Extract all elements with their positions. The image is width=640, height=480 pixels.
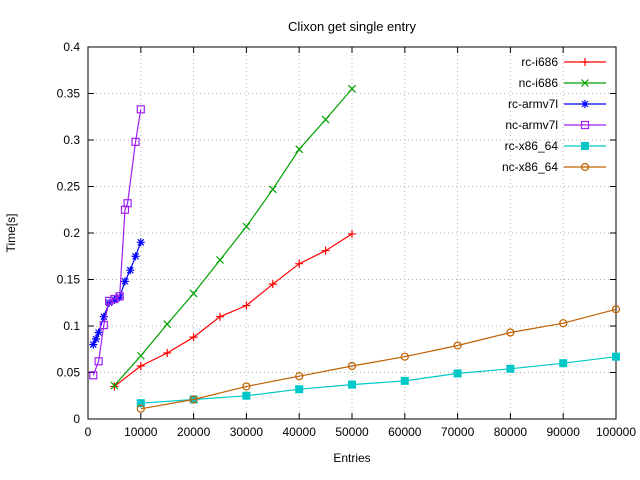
chart-title: Clixon get single entry (288, 19, 416, 34)
x-tick-label: 60000 (388, 425, 422, 439)
x-tick-label: 30000 (230, 425, 264, 439)
y-tick-label: 0.4 (63, 40, 80, 54)
series-rc-armv7l (89, 238, 145, 349)
grid (88, 47, 616, 419)
x-tick-label: 100000 (596, 425, 636, 439)
legend-entry-rc-i686: rc-i686 (521, 55, 606, 69)
series-nc-armv7l (89, 105, 145, 380)
x-tick-label: 50000 (335, 425, 369, 439)
y-tick-label: 0.15 (57, 273, 81, 287)
legend-entry-nc-i686: nc-i686 (519, 76, 606, 90)
x-tick-label: 20000 (177, 425, 211, 439)
x-tick-label: 80000 (494, 425, 528, 439)
legend-entry-nc-armv7l: nc-armv7l (505, 118, 606, 132)
x-tick-label: 10000 (124, 425, 158, 439)
legend-label: nc-armv7l (505, 118, 558, 132)
x-axis-label: Entries (333, 451, 370, 465)
legend-label: rc-i686 (521, 55, 558, 69)
y-tick-label: 0.25 (57, 180, 81, 194)
legend-label: nc-x86_64 (502, 160, 558, 174)
y-tick-label: 0.05 (57, 366, 81, 380)
x-tick-label: 40000 (283, 425, 317, 439)
legend-label: rc-armv7l (508, 97, 558, 111)
x-tick-label: 90000 (547, 425, 581, 439)
y-tick-label: 0.2 (63, 226, 80, 240)
y-tick-label: 0.1 (63, 319, 80, 333)
y-tick-label: 0 (73, 412, 80, 426)
series-rc-i686 (110, 229, 356, 391)
plot-border (87, 46, 617, 420)
y-axis-label: Time[s] (4, 214, 18, 253)
x-tick-label: 70000 (441, 425, 475, 439)
legend-entry-nc-x86_64: nc-x86_64 (502, 160, 606, 174)
axis-ticks: 0 10000 20000 30000 40000 50000 60000 70000 8000… (57, 40, 637, 439)
legend: rc-i686 nc-i686 rc-armv7l nc-armv7l rc-x86_6… (502, 55, 606, 174)
y-tick-label: 0.35 (57, 87, 81, 101)
legend-entry-rc-armv7l: rc-armv7l (508, 97, 606, 111)
legend-label: rc-x86_64 (505, 139, 559, 153)
series-nc-i686 (110, 84, 356, 390)
series-nc-x86_64 (136, 305, 621, 413)
x-tick-label: 0 (85, 425, 92, 439)
legend-label: nc-i686 (519, 76, 559, 90)
legend-entry-rc-x86_64: rc-x86_64 (505, 139, 606, 153)
y-tick-label: 0.3 (63, 133, 80, 147)
